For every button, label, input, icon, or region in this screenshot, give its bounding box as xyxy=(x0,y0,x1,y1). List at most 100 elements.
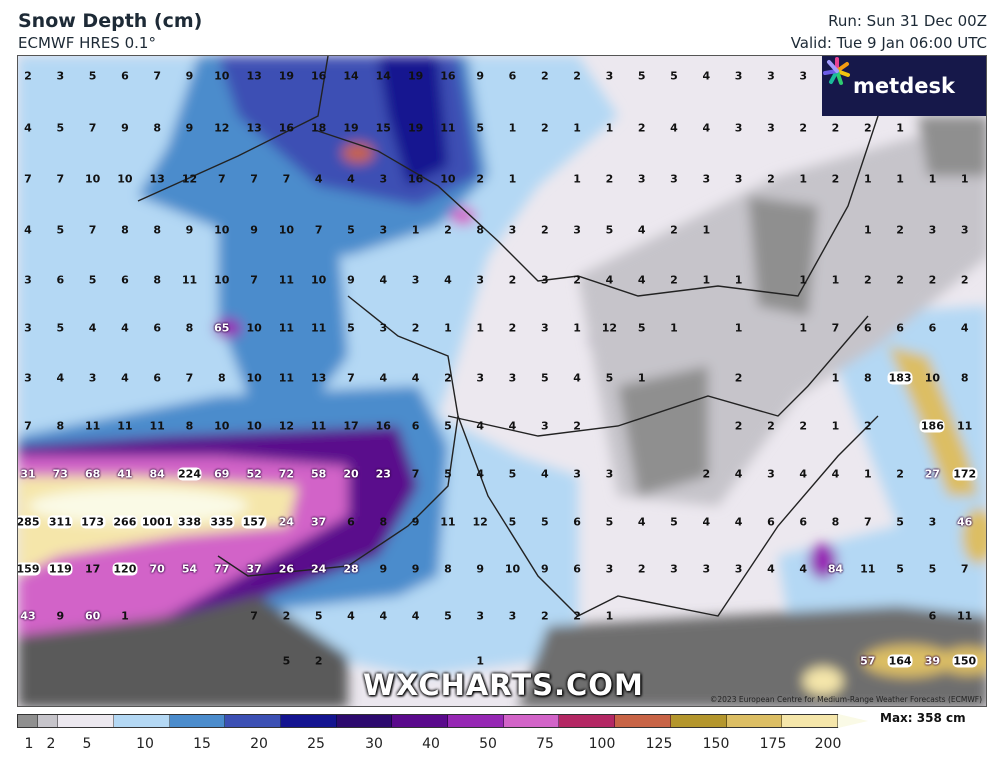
grid-value: 3 xyxy=(734,69,743,83)
grid-value: 2 xyxy=(444,371,452,385)
grid-value: 7 xyxy=(88,223,97,237)
hotspot xyxy=(809,543,837,579)
grid-value: 4 xyxy=(637,273,646,287)
grid-value: 20 xyxy=(343,467,359,481)
grid-value: 8 xyxy=(153,223,162,237)
grid-value: 2 xyxy=(767,172,775,186)
legend-overflow-arrow xyxy=(838,714,868,728)
snow-depth-map[interactable]: 2 3 5 6 7 9 10 13 19 16 14 14 19 16 9 6 2 2 3 5 5 4 3 3 3 4 5 7 9 8 9 1… xyxy=(17,55,987,707)
grid-value: 24 xyxy=(278,515,295,529)
grid-value: 5 xyxy=(347,223,355,237)
grid-value: 23 xyxy=(375,467,391,481)
grid-value: 1 xyxy=(928,172,937,186)
grid-value: 65 xyxy=(214,321,230,335)
grid-value: 6 xyxy=(928,321,937,335)
grid-value: 164 xyxy=(887,654,913,668)
grid-value: 5 xyxy=(56,321,65,335)
grid-value: 7 xyxy=(153,69,162,83)
metdesk-logo: metdesk xyxy=(822,56,986,116)
metdesk-burst-icon xyxy=(823,57,850,85)
grid-value: 4 xyxy=(121,371,129,385)
copyright-notice: ©2023 European Centre for Medium-Range W… xyxy=(709,695,982,704)
grid-value: 3 xyxy=(605,562,614,576)
grid-value: 9 xyxy=(56,609,65,623)
grid-value: 8 xyxy=(121,223,129,237)
grid-value: 4 xyxy=(88,321,97,335)
grid-value: 19 xyxy=(407,121,424,135)
grid-value: 1 xyxy=(476,321,485,335)
grid-value: 5 xyxy=(282,654,291,668)
grid-value: 8 xyxy=(476,223,485,237)
grid-value: 3 xyxy=(605,69,614,83)
grid-value: 12 xyxy=(181,172,198,186)
grid-value: 3 xyxy=(573,223,581,237)
grid-value: 3 xyxy=(379,223,388,237)
grid-value: 7 xyxy=(250,172,258,186)
grid-value: 1 xyxy=(960,172,969,186)
grid-value: 159 xyxy=(17,562,41,576)
grid-value: 4 xyxy=(56,371,65,385)
grid-value: 6 xyxy=(508,69,517,83)
grid-value: 7 xyxy=(831,321,840,335)
grid-value: 11 xyxy=(149,419,165,433)
hotspot xyxy=(214,318,242,338)
legend-swatch xyxy=(503,715,560,727)
grid-value: 120 xyxy=(112,562,138,576)
grid-value: 8 xyxy=(153,121,162,135)
grid-value: 7 xyxy=(217,172,226,186)
grid-value: 16 xyxy=(278,121,295,135)
legend-swatch xyxy=(281,715,337,727)
grid-value: 6 xyxy=(347,515,355,529)
legend-tick-label: 50 xyxy=(479,736,497,752)
legend-tick-label: 20 xyxy=(250,736,268,752)
grid-value: 2 xyxy=(896,273,904,287)
grid-value: 2 xyxy=(282,609,291,623)
grid-value: 2 xyxy=(896,467,904,481)
grid-value: 13 xyxy=(149,172,165,186)
grid-value: 3 xyxy=(88,371,97,385)
grid-value: 3 xyxy=(767,467,775,481)
grid-value: 84 xyxy=(149,467,165,481)
legend-swatch xyxy=(782,715,838,727)
grid-value: 6 xyxy=(799,515,808,529)
grid-value: 3 xyxy=(734,121,743,135)
grid-value: 285 xyxy=(17,515,41,529)
grid-value: 6 xyxy=(153,321,162,335)
grid-value: 10 xyxy=(214,69,230,83)
grid-value: 77 xyxy=(214,562,230,576)
legend-swatch xyxy=(392,715,449,727)
grid-value: 10 xyxy=(246,419,262,433)
grid-value: 73 xyxy=(52,467,68,481)
grid-value: 2 xyxy=(702,467,711,481)
legend-tick-label: 40 xyxy=(422,736,440,752)
grid-value: 2 xyxy=(928,273,937,287)
grid-value: 2 xyxy=(444,223,452,237)
grid-value: 17 xyxy=(343,419,359,433)
grid-value: 6 xyxy=(928,609,937,623)
grid-value: 119 xyxy=(47,562,73,576)
grid-value: 311 xyxy=(47,515,73,529)
grid-value: 1 xyxy=(573,121,581,135)
grid-value: 7 xyxy=(185,371,194,385)
grid-value: 84 xyxy=(827,562,844,576)
grid-value: 2 xyxy=(670,273,678,287)
grid-value: 3 xyxy=(928,223,937,237)
grid-value: 4 xyxy=(702,121,711,135)
grid-value: 43 xyxy=(20,609,36,623)
grid-value: 4 xyxy=(831,467,840,481)
grid-value: 8 xyxy=(831,515,840,529)
grid-value: 2 xyxy=(508,273,517,287)
grid-value: 9 xyxy=(185,223,194,237)
grid-value: 10 xyxy=(504,562,521,576)
grid-value: 5 xyxy=(605,371,614,385)
grid-value: 2 xyxy=(540,69,549,83)
grid-value: 11 xyxy=(278,321,295,335)
legend-swatch xyxy=(225,715,282,727)
grid-value: 12 xyxy=(278,419,295,433)
grid-value: 3 xyxy=(767,121,775,135)
model-label: ECMWF HRES 0.1° xyxy=(18,34,156,52)
grid-value: 8 xyxy=(153,273,162,287)
logo-text: metdesk xyxy=(853,74,955,98)
grid-value: 1 xyxy=(670,321,678,335)
grid-value: 157 xyxy=(241,515,267,529)
